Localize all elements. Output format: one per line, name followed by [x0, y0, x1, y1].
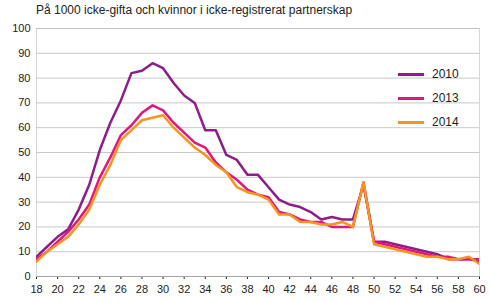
svg-text:52: 52 [389, 283, 401, 295]
svg-text:36: 36 [220, 283, 232, 295]
html-text:2014: 2014 [432, 115, 459, 129]
svg-text:32: 32 [178, 283, 190, 295]
svg-text:26: 26 [115, 283, 127, 295]
svg-text:100: 100 [12, 22, 30, 34]
svg-text:18: 18 [30, 283, 42, 295]
svg-text:30: 30 [18, 196, 30, 208]
svg-text:50: 50 [368, 283, 380, 295]
svg-text:10: 10 [18, 245, 30, 257]
svg-text:22: 22 [73, 283, 85, 295]
svg-text:58: 58 [452, 283, 464, 295]
html-text:2013: 2013 [432, 91, 459, 105]
html-text:2010: 2010 [432, 67, 459, 81]
svg-text:70: 70 [18, 96, 30, 108]
svg-text:50: 50 [18, 146, 30, 158]
svg-text:44: 44 [305, 283, 317, 295]
html-text:På 1000 icke-gifta och kvinnor: På 1000 icke-gifta och kvinnor i icke-re… [36, 3, 353, 17]
svg-text:40: 40 [18, 171, 30, 183]
svg-text:20: 20 [18, 220, 30, 232]
svg-text:60: 60 [473, 283, 485, 295]
svg-text:54: 54 [410, 283, 422, 295]
svg-text:80: 80 [18, 72, 30, 84]
svg-text:90: 90 [18, 47, 30, 59]
svg-text:34: 34 [199, 283, 211, 295]
svg-text:30: 30 [157, 283, 169, 295]
svg-text:56: 56 [431, 283, 443, 295]
svg-text:42: 42 [284, 283, 296, 295]
svg-text:48: 48 [347, 283, 359, 295]
svg-text:28: 28 [136, 283, 148, 295]
svg-text:24: 24 [94, 283, 106, 295]
svg-text:38: 38 [241, 283, 253, 295]
svg-text:40: 40 [262, 283, 274, 295]
svg-text:60: 60 [18, 121, 30, 133]
svg-text:46: 46 [326, 283, 338, 295]
svg-text:20: 20 [51, 283, 63, 295]
svg-text:0: 0 [24, 270, 30, 282]
